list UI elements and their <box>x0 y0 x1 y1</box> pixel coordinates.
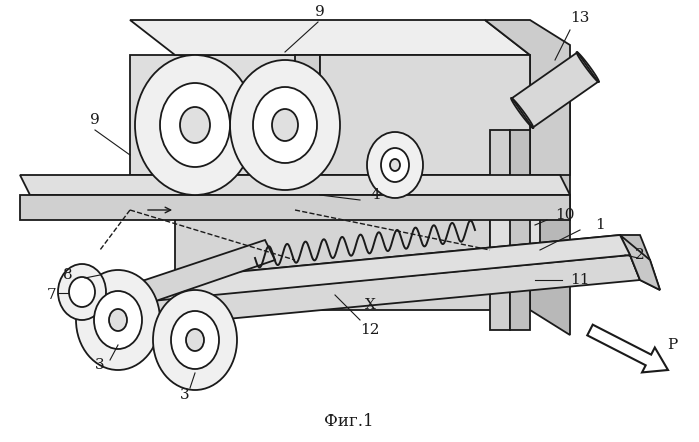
Polygon shape <box>295 55 320 185</box>
Text: 2: 2 <box>635 248 645 262</box>
Polygon shape <box>130 55 530 175</box>
Text: P: P <box>667 338 677 352</box>
Ellipse shape <box>390 159 400 171</box>
Text: 12: 12 <box>360 323 380 337</box>
Ellipse shape <box>76 270 160 370</box>
Polygon shape <box>510 130 530 330</box>
FancyArrow shape <box>587 325 668 373</box>
Polygon shape <box>530 175 570 335</box>
Ellipse shape <box>69 277 95 307</box>
Text: 7: 7 <box>48 288 57 302</box>
Text: 3: 3 <box>180 388 190 402</box>
Ellipse shape <box>58 264 106 320</box>
Polygon shape <box>100 235 630 305</box>
Polygon shape <box>620 235 660 290</box>
Polygon shape <box>630 255 660 290</box>
Ellipse shape <box>94 291 142 349</box>
Polygon shape <box>512 52 598 128</box>
Polygon shape <box>130 20 530 55</box>
Ellipse shape <box>171 311 219 369</box>
Ellipse shape <box>180 107 210 143</box>
Text: 1: 1 <box>595 218 605 232</box>
Polygon shape <box>20 195 570 220</box>
Text: 9: 9 <box>90 113 100 127</box>
Polygon shape <box>490 130 510 330</box>
Polygon shape <box>320 55 530 175</box>
Text: 3: 3 <box>95 358 105 372</box>
Text: Фиг.1: Фиг.1 <box>324 414 374 431</box>
Text: 9: 9 <box>315 5 325 19</box>
Text: 10: 10 <box>555 208 575 222</box>
Ellipse shape <box>381 148 409 182</box>
Polygon shape <box>490 200 540 260</box>
Polygon shape <box>510 200 530 260</box>
Ellipse shape <box>135 55 255 195</box>
Polygon shape <box>100 235 630 305</box>
Text: 11: 11 <box>570 273 590 287</box>
Polygon shape <box>295 175 365 210</box>
Text: 4: 4 <box>370 188 380 202</box>
Text: 13: 13 <box>570 11 590 25</box>
Text: 8: 8 <box>63 268 73 282</box>
Polygon shape <box>100 240 275 315</box>
Ellipse shape <box>272 109 298 141</box>
Ellipse shape <box>109 309 127 331</box>
Ellipse shape <box>230 60 340 190</box>
Ellipse shape <box>153 290 237 390</box>
Polygon shape <box>620 235 650 260</box>
Polygon shape <box>530 55 570 220</box>
Polygon shape <box>20 175 570 195</box>
Ellipse shape <box>160 83 230 167</box>
Text: X: X <box>365 298 375 312</box>
Polygon shape <box>485 20 570 175</box>
Ellipse shape <box>186 329 204 351</box>
Ellipse shape <box>367 132 423 198</box>
Ellipse shape <box>253 87 317 163</box>
Polygon shape <box>100 255 640 330</box>
Polygon shape <box>130 175 175 210</box>
Polygon shape <box>175 55 530 175</box>
Polygon shape <box>175 175 530 310</box>
